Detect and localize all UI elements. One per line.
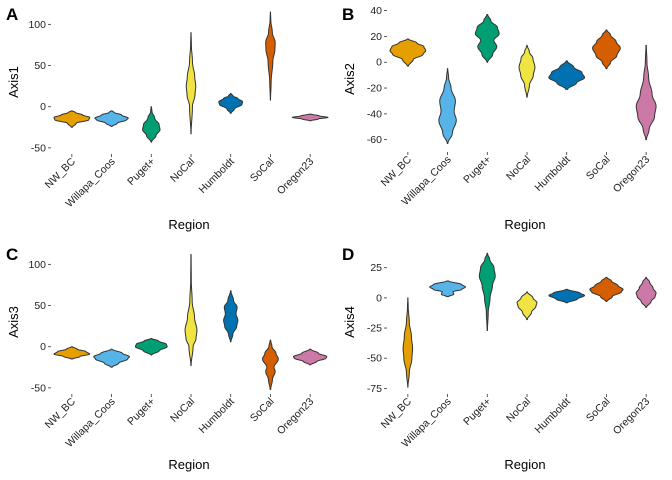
y-tick-label: -25 (367, 323, 382, 335)
x-tick-label: NoCal (168, 396, 197, 425)
y-tick-label: -50 (367, 353, 382, 365)
panel-label: B (342, 5, 354, 24)
panel-label: A (6, 5, 18, 24)
x-tick-label: Humboldt (533, 154, 573, 194)
y-tick-label: 0 (376, 292, 382, 304)
violin-puget- (474, 13, 500, 63)
x-tick-label: Puget+ (125, 156, 157, 188)
violin-puget- (478, 252, 496, 331)
x-tick-label: SoCal (248, 156, 277, 185)
violin-socal (589, 276, 624, 302)
x-tick-label: Humboldt (533, 396, 573, 436)
x-tick-label: Puget+ (461, 154, 493, 186)
x-tick-label: Oregon23 (611, 154, 653, 196)
x-tick-label: NW_BC (43, 395, 79, 431)
violin-willapa-coos (429, 280, 466, 298)
y-tick-label: -20 (367, 83, 382, 95)
x-tick-label: Oregon23 (275, 156, 317, 198)
y-axis-title: Axis3 (6, 306, 21, 338)
x-tick-label: Oregon23 (611, 396, 653, 438)
y-tick-label: 40 (370, 5, 382, 17)
y-tick-label: -60 (367, 134, 382, 146)
violin-nocal (184, 253, 198, 367)
y-tick-label: 100 (28, 19, 46, 31)
violin-nw-bc (402, 297, 414, 388)
violin-humboldt (548, 60, 586, 90)
violin-puget- (142, 106, 161, 143)
violin-humboldt (218, 93, 244, 114)
y-tick-label: -50 (31, 382, 46, 394)
y-axis-title: Axis1 (6, 66, 21, 98)
violin-nocal (516, 291, 538, 321)
y-tick-label: 0 (40, 341, 46, 353)
x-axis-title: Region (168, 217, 209, 232)
violin-oregon23 (635, 44, 657, 141)
y-tick-label: -75 (367, 383, 382, 395)
y-axis-title: Axis2 (342, 63, 357, 95)
violin-willapa-coos (438, 68, 457, 145)
y-tick-label: -40 (367, 108, 382, 120)
violin-willapa-coos (94, 110, 129, 127)
violin-willapa-coos (93, 348, 130, 368)
x-tick-label: Oregon23 (275, 396, 317, 438)
violin-oregon23 (635, 276, 657, 309)
y-tick-label: 0 (376, 57, 382, 69)
x-tick-label: SoCal (248, 396, 277, 425)
y-tick-label: -50 (31, 142, 46, 154)
x-tick-label: Humboldt (197, 156, 237, 196)
x-axis-title: Region (168, 457, 209, 472)
violin-nw-bc (389, 38, 427, 67)
violin-humboldt (548, 288, 586, 304)
panel-label: D (342, 245, 354, 264)
x-tick-label: Humboldt (197, 396, 237, 436)
x-tick-label: NW_BC (43, 155, 79, 191)
x-tick-label: Puget+ (461, 396, 493, 428)
violin-nocal (185, 32, 197, 135)
x-tick-label: NoCal (504, 396, 533, 425)
violin-socal (265, 11, 276, 101)
y-tick-label: 25 (370, 262, 382, 274)
x-axis-title: Region (504, 217, 545, 232)
violin-nw-bc (53, 346, 91, 360)
x-tick-label: NoCal (504, 154, 533, 183)
x-tick-label: NW_BC (379, 153, 415, 189)
violin-nw-bc (53, 110, 91, 128)
panel-label: C (6, 245, 18, 264)
violin-oregon23 (292, 348, 328, 366)
x-tick-label: Puget+ (125, 396, 157, 428)
violin-puget- (134, 337, 168, 356)
x-axis-title: Region (504, 457, 545, 472)
y-tick-label: 0 (40, 101, 46, 113)
y-axis-title: Axis4 (342, 306, 357, 338)
x-tick-label: NoCal (168, 156, 197, 185)
y-tick-label: 100 (28, 259, 46, 271)
violin-nocal (518, 44, 536, 98)
violin-humboldt (223, 290, 239, 343)
x-tick-label: SoCal (584, 396, 613, 425)
y-tick-label: 50 (34, 300, 46, 312)
x-tick-label: SoCal (584, 154, 613, 183)
x-tick-label: NW_BC (379, 395, 415, 431)
violin-oregon23 (291, 113, 329, 122)
violin-socal (592, 29, 621, 70)
y-tick-label: 50 (34, 60, 46, 72)
violin-socal (261, 339, 279, 391)
y-tick-label: 20 (370, 31, 382, 43)
